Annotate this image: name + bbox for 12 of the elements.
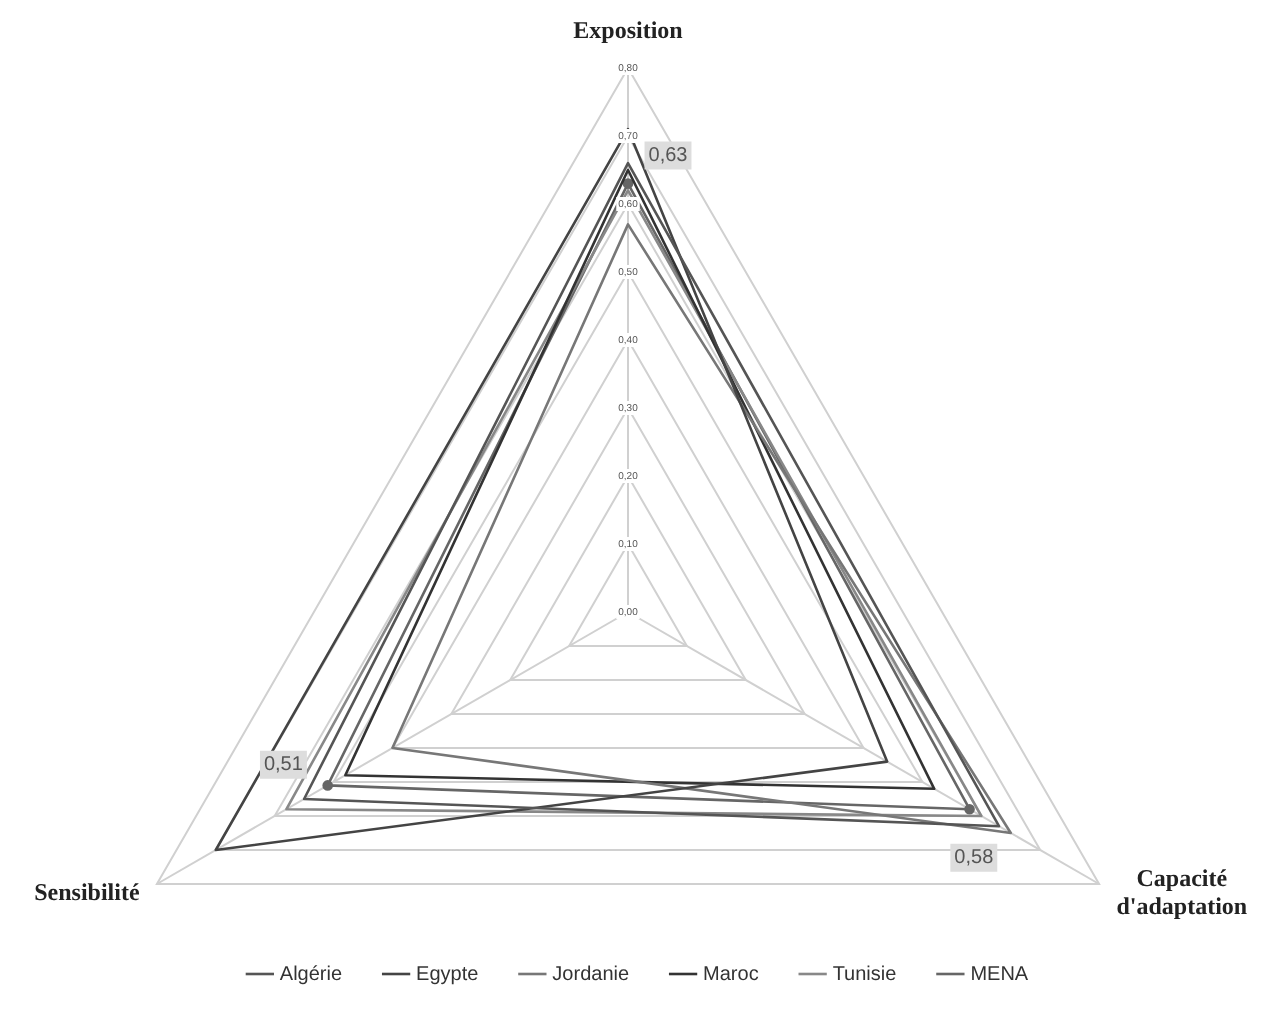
spoke-label: Sensibilité	[34, 878, 141, 907]
spoke-label: Exposition	[573, 16, 684, 45]
legend-label: Tunisie	[832, 963, 898, 986]
legend-label: Algérie	[279, 963, 343, 986]
data-label: 0,51	[263, 754, 304, 777]
legend-label: Jordanie	[552, 963, 630, 986]
data-label: 0,58	[954, 847, 995, 870]
legend-label: Maroc	[703, 963, 759, 986]
data-label: 0,63	[648, 145, 689, 168]
spoke-label: Capacité d'adaptation	[1116, 864, 1248, 921]
legend-label: MENA	[970, 963, 1029, 986]
legend-label: Egypte	[416, 963, 480, 986]
